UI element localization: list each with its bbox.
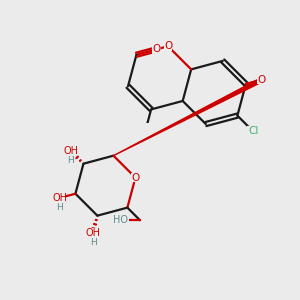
Text: OH: OH — [85, 228, 100, 238]
Polygon shape — [113, 78, 262, 156]
FancyBboxPatch shape — [164, 42, 172, 51]
FancyBboxPatch shape — [257, 75, 266, 84]
Text: O: O — [257, 75, 266, 85]
FancyBboxPatch shape — [131, 173, 140, 182]
Text: O: O — [131, 172, 140, 183]
Text: O: O — [152, 44, 161, 54]
Text: Cl: Cl — [248, 126, 258, 136]
Text: O: O — [164, 41, 172, 51]
FancyBboxPatch shape — [247, 126, 260, 137]
Text: OH: OH — [63, 146, 78, 156]
Text: H: H — [68, 155, 74, 164]
FancyBboxPatch shape — [64, 147, 77, 156]
FancyBboxPatch shape — [112, 215, 129, 226]
Text: H: H — [56, 203, 62, 212]
Text: HO: HO — [113, 215, 128, 225]
FancyBboxPatch shape — [152, 45, 161, 54]
FancyBboxPatch shape — [139, 123, 154, 134]
Text: H: H — [90, 238, 97, 247]
FancyBboxPatch shape — [86, 228, 99, 237]
FancyBboxPatch shape — [53, 194, 66, 202]
Text: OH: OH — [52, 193, 67, 203]
